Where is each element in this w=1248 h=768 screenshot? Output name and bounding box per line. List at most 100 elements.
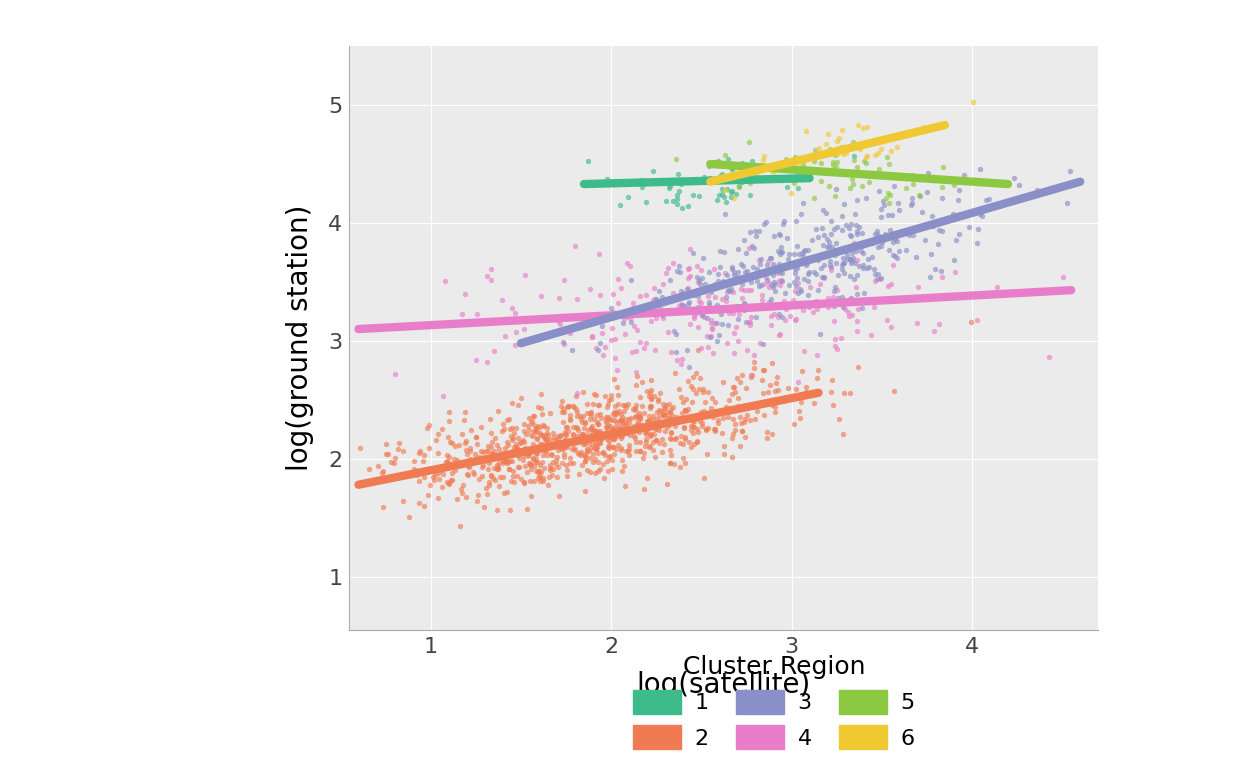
Point xyxy=(575,434,595,446)
Point xyxy=(655,409,675,421)
Point xyxy=(555,439,575,451)
Point xyxy=(684,427,704,439)
Point xyxy=(845,273,865,286)
Point xyxy=(660,427,680,439)
Point xyxy=(735,297,755,310)
Point xyxy=(620,260,640,272)
Point xyxy=(587,389,607,401)
Point xyxy=(1057,197,1077,209)
Point xyxy=(554,451,574,463)
Point xyxy=(489,472,509,484)
Point xyxy=(847,254,867,266)
Point xyxy=(686,422,706,435)
Point xyxy=(779,279,799,291)
Point xyxy=(787,272,807,284)
Point xyxy=(575,415,595,428)
Point xyxy=(639,305,659,317)
Point xyxy=(582,409,602,422)
Point xyxy=(607,442,626,455)
Point xyxy=(439,415,459,428)
Point xyxy=(428,447,448,459)
Point xyxy=(602,431,622,443)
Point xyxy=(568,410,588,422)
Point xyxy=(602,322,622,334)
Point xyxy=(579,445,599,457)
Point xyxy=(609,425,629,437)
Point xyxy=(801,234,821,247)
Point xyxy=(810,278,830,290)
Point xyxy=(771,311,791,323)
Point xyxy=(779,248,799,260)
Point xyxy=(952,290,972,303)
Point xyxy=(378,448,398,460)
Point xyxy=(901,199,921,211)
Point xyxy=(718,183,738,195)
Point xyxy=(623,303,643,315)
Point xyxy=(494,487,514,499)
Point xyxy=(825,339,845,352)
Point xyxy=(673,353,693,365)
Point xyxy=(741,311,761,323)
Point xyxy=(879,187,899,199)
Point xyxy=(671,430,691,442)
Point xyxy=(766,261,786,273)
Point xyxy=(469,451,489,463)
Point xyxy=(634,447,654,459)
Point xyxy=(876,314,896,326)
Point xyxy=(572,429,592,441)
Point xyxy=(676,344,696,356)
Point xyxy=(552,457,572,469)
Point xyxy=(569,320,589,333)
Point xyxy=(768,384,787,396)
Point xyxy=(731,176,751,188)
Point xyxy=(572,416,592,429)
Point xyxy=(797,268,817,280)
Point xyxy=(713,406,733,419)
Point xyxy=(723,260,743,273)
Point xyxy=(640,430,660,442)
Point xyxy=(671,298,691,310)
Point xyxy=(617,401,636,413)
Point xyxy=(771,246,791,258)
Point xyxy=(705,425,725,437)
Point xyxy=(932,181,952,194)
Point xyxy=(824,159,844,171)
Point xyxy=(932,271,952,283)
Point xyxy=(671,285,691,297)
Point xyxy=(651,291,671,303)
Point xyxy=(664,306,684,318)
Point xyxy=(629,336,649,348)
Point xyxy=(739,242,759,254)
Point xyxy=(438,432,458,444)
Point xyxy=(442,475,462,487)
Point xyxy=(769,274,789,286)
Point xyxy=(832,252,852,264)
Point xyxy=(555,428,575,440)
Point xyxy=(534,431,554,443)
Point xyxy=(734,260,754,273)
Point xyxy=(694,311,714,323)
Point xyxy=(733,425,753,437)
Point xyxy=(579,434,599,446)
Point xyxy=(609,297,629,310)
Point xyxy=(799,275,819,287)
Point xyxy=(624,430,644,442)
Point xyxy=(754,150,774,162)
Point xyxy=(351,442,371,455)
Point xyxy=(514,476,534,488)
Point xyxy=(739,135,759,147)
Point xyxy=(871,211,891,223)
Point xyxy=(797,257,817,269)
Point xyxy=(557,437,577,449)
Point xyxy=(948,228,968,240)
Point xyxy=(852,180,872,192)
Point xyxy=(622,316,641,328)
Point xyxy=(645,293,665,306)
Point xyxy=(834,257,854,269)
Point xyxy=(488,458,508,471)
Point xyxy=(885,250,905,263)
Point xyxy=(393,495,413,508)
Point xyxy=(472,445,492,458)
Point xyxy=(583,455,603,468)
Point xyxy=(626,445,646,458)
